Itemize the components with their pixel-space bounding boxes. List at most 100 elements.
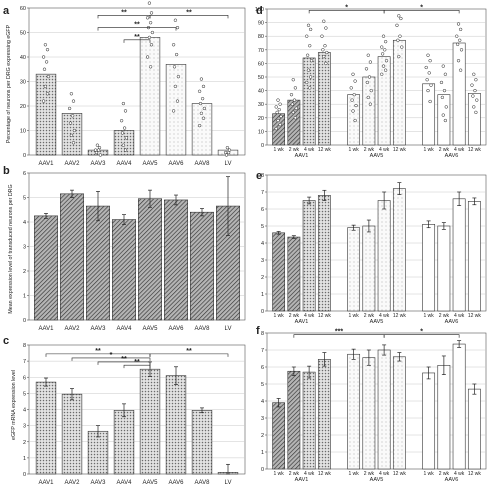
panel-b: b Mean expression level of transduced ne… [3, 165, 246, 332]
x-tick-label: 12 wk [318, 147, 332, 153]
x-tick-label: LV [225, 326, 232, 332]
x-tick-label: 4 wk [454, 313, 465, 319]
y-tick-label: 20 [20, 104, 26, 110]
x-tick-label: 4 wk [379, 147, 390, 153]
y-tick-label: 60 [258, 61, 264, 67]
data-point [124, 136, 129, 140]
data-point [122, 126, 127, 130]
data-point [305, 34, 309, 38]
x-tick-label: 1 wk [273, 471, 284, 477]
data-point [458, 27, 463, 32]
data-point [197, 123, 202, 128]
data-point [440, 95, 445, 100]
bar [317, 359, 331, 470]
x-tick-label: 12 wk [393, 313, 407, 319]
significance-bracket [149, 353, 229, 357]
data-point [275, 110, 279, 115]
y-tick-label: 4 [261, 399, 264, 405]
data-point [147, 1, 152, 5]
data-point [199, 77, 204, 81]
bar [165, 64, 187, 156]
bar [164, 199, 189, 321]
x-tick-label: 2 wk [364, 147, 375, 153]
data-point [95, 143, 100, 147]
data-point [123, 148, 128, 152]
data-point [173, 84, 178, 89]
y-tick-label: 30 [20, 80, 26, 86]
bar [437, 364, 451, 470]
x-tick-label: AAV4 [117, 161, 133, 167]
data-point [352, 93, 356, 97]
data-point [173, 18, 178, 22]
y-tick-label: 2 [261, 433, 264, 439]
bar [317, 195, 331, 312]
x-tick-label: 1 wk [273, 147, 284, 153]
x-tick-label: 12 wk [318, 313, 332, 319]
data-point [308, 27, 313, 32]
data-point [424, 65, 428, 70]
bar [272, 113, 286, 146]
bar [61, 393, 83, 475]
bar [362, 76, 376, 146]
y-tick-label: 30 [258, 102, 264, 108]
x-tick-label: 4 wk [454, 471, 465, 477]
y-tick-label: 0 [23, 153, 26, 159]
y-tick-label: 1 [23, 456, 26, 462]
data-point [380, 45, 384, 49]
data-point [274, 105, 278, 109]
data-point [443, 118, 448, 123]
data-point [458, 38, 462, 42]
data-point [428, 99, 432, 104]
x-tick-label: AAV4 [117, 326, 133, 332]
data-point [324, 61, 328, 66]
data-point [475, 98, 479, 102]
y-tick-label: 1 [261, 450, 264, 456]
data-point [444, 105, 448, 109]
significance-label: * [420, 329, 423, 336]
data-point [369, 88, 373, 93]
data-point [365, 80, 370, 85]
data-point [320, 34, 324, 38]
data-point [290, 102, 295, 106]
bar [437, 225, 451, 312]
y-tick-label: 70 [258, 48, 264, 54]
data-point [396, 38, 400, 42]
y-tick-label: 0 [261, 143, 264, 149]
group-label: AAV1 [295, 319, 309, 325]
data-point [308, 44, 312, 48]
data-point [147, 35, 152, 40]
data-point [384, 59, 389, 63]
x-tick-label: AAV8 [195, 480, 211, 486]
group-label: AAV6 [445, 319, 459, 325]
data-point [279, 114, 283, 119]
x-tick-label: AAV6 [169, 480, 185, 486]
bar [191, 103, 213, 156]
data-point [458, 68, 463, 72]
data-point [455, 34, 459, 38]
data-point [149, 43, 154, 47]
group-label: AAV5 [370, 477, 384, 483]
data-point [473, 88, 477, 93]
data-point [43, 84, 48, 89]
data-point [456, 59, 461, 63]
data-point [354, 103, 358, 108]
data-point [42, 67, 47, 71]
data-point [426, 88, 430, 93]
y-tick-label: 8 [23, 343, 26, 349]
x-tick-label: AAV4 [117, 480, 133, 486]
data-point [71, 99, 76, 103]
bar [347, 227, 361, 312]
data-point [291, 78, 295, 82]
data-point [197, 89, 202, 93]
x-tick-label: 1 wk [348, 471, 359, 477]
bar [59, 193, 84, 321]
y-tick-label: 4 [23, 220, 26, 226]
bar [138, 198, 163, 321]
bar [362, 225, 376, 312]
x-tick-label: 4 wk [454, 147, 465, 153]
x-tick-label: 1 wk [423, 313, 434, 319]
x-tick-label: LV [225, 480, 232, 486]
